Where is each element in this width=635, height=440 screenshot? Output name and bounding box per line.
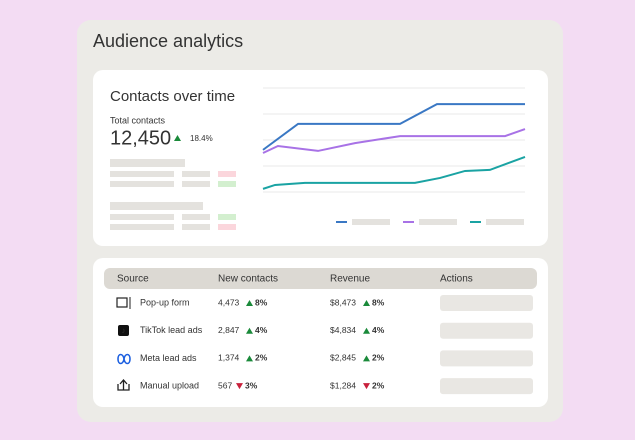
cell-value: $2,845 — [330, 353, 356, 363]
source-name: Pop-up form — [140, 297, 190, 307]
trend-arrow — [363, 383, 370, 390]
trend-arrow — [174, 135, 181, 141]
total-label: Total contacts — [110, 115, 166, 125]
action-button[interactable] — [440, 378, 533, 395]
series-line — [262, 128, 526, 154]
cell-change: 8% — [255, 297, 268, 307]
source-name: TikTok lead ads — [140, 325, 203, 335]
total-value: 12,450 — [110, 127, 171, 149]
svg-text:♪: ♪ — [122, 326, 126, 335]
trend-arrow — [246, 355, 253, 362]
total-change: 18.4% — [190, 134, 213, 143]
column-header: Actions — [440, 274, 473, 285]
trend-arrow — [174, 135, 181, 141]
trend-arrow — [236, 383, 243, 390]
cell-value: 1,374 — [218, 353, 240, 363]
grid — [263, 87, 525, 193]
cell-change: 4% — [255, 325, 268, 335]
source-name: Meta lead ads — [140, 353, 197, 363]
trend-arrow — [363, 355, 370, 362]
cell-value: $1,284 — [330, 380, 356, 390]
trend-arrow — [363, 300, 370, 306]
cell-value: 4,473 — [218, 297, 240, 307]
source-icons: ♪ — [116, 297, 131, 391]
cell-value: $4,834 — [330, 325, 356, 335]
cell-value: 2,847 — [218, 325, 240, 335]
column-header: New contacts — [218, 274, 278, 285]
trend-arrow — [363, 327, 370, 334]
cell-change: 8% — [372, 297, 385, 307]
cell-change: 3% — [245, 380, 258, 390]
cell-change: 2% — [372, 380, 385, 390]
series-line — [262, 155, 526, 190]
cell-change: 2% — [372, 353, 385, 363]
placeholders — [110, 159, 236, 230]
legend-placeholder — [419, 219, 457, 225]
cell-value: 567 — [218, 380, 232, 390]
table-card — [93, 258, 548, 407]
cell-value: $8,473 — [330, 297, 356, 307]
cell-change: 2% — [255, 353, 268, 363]
page-title: Audience analytics — [93, 31, 243, 51]
table-header — [104, 268, 537, 289]
action-button[interactable] — [440, 322, 533, 339]
legend-placeholder — [486, 219, 524, 225]
action-button[interactable] — [440, 295, 533, 311]
column-header: Source — [117, 274, 149, 285]
action-button[interactable] — [440, 350, 533, 367]
legend-placeholder — [352, 219, 390, 225]
source-name: Manual upload — [140, 380, 199, 390]
series-line — [262, 103, 525, 151]
chart-title: Contacts over time — [110, 88, 235, 105]
trend-arrow — [246, 300, 253, 306]
cell-change: 4% — [372, 325, 385, 335]
column-header: Revenue — [330, 274, 370, 285]
trend-arrow — [246, 327, 253, 334]
